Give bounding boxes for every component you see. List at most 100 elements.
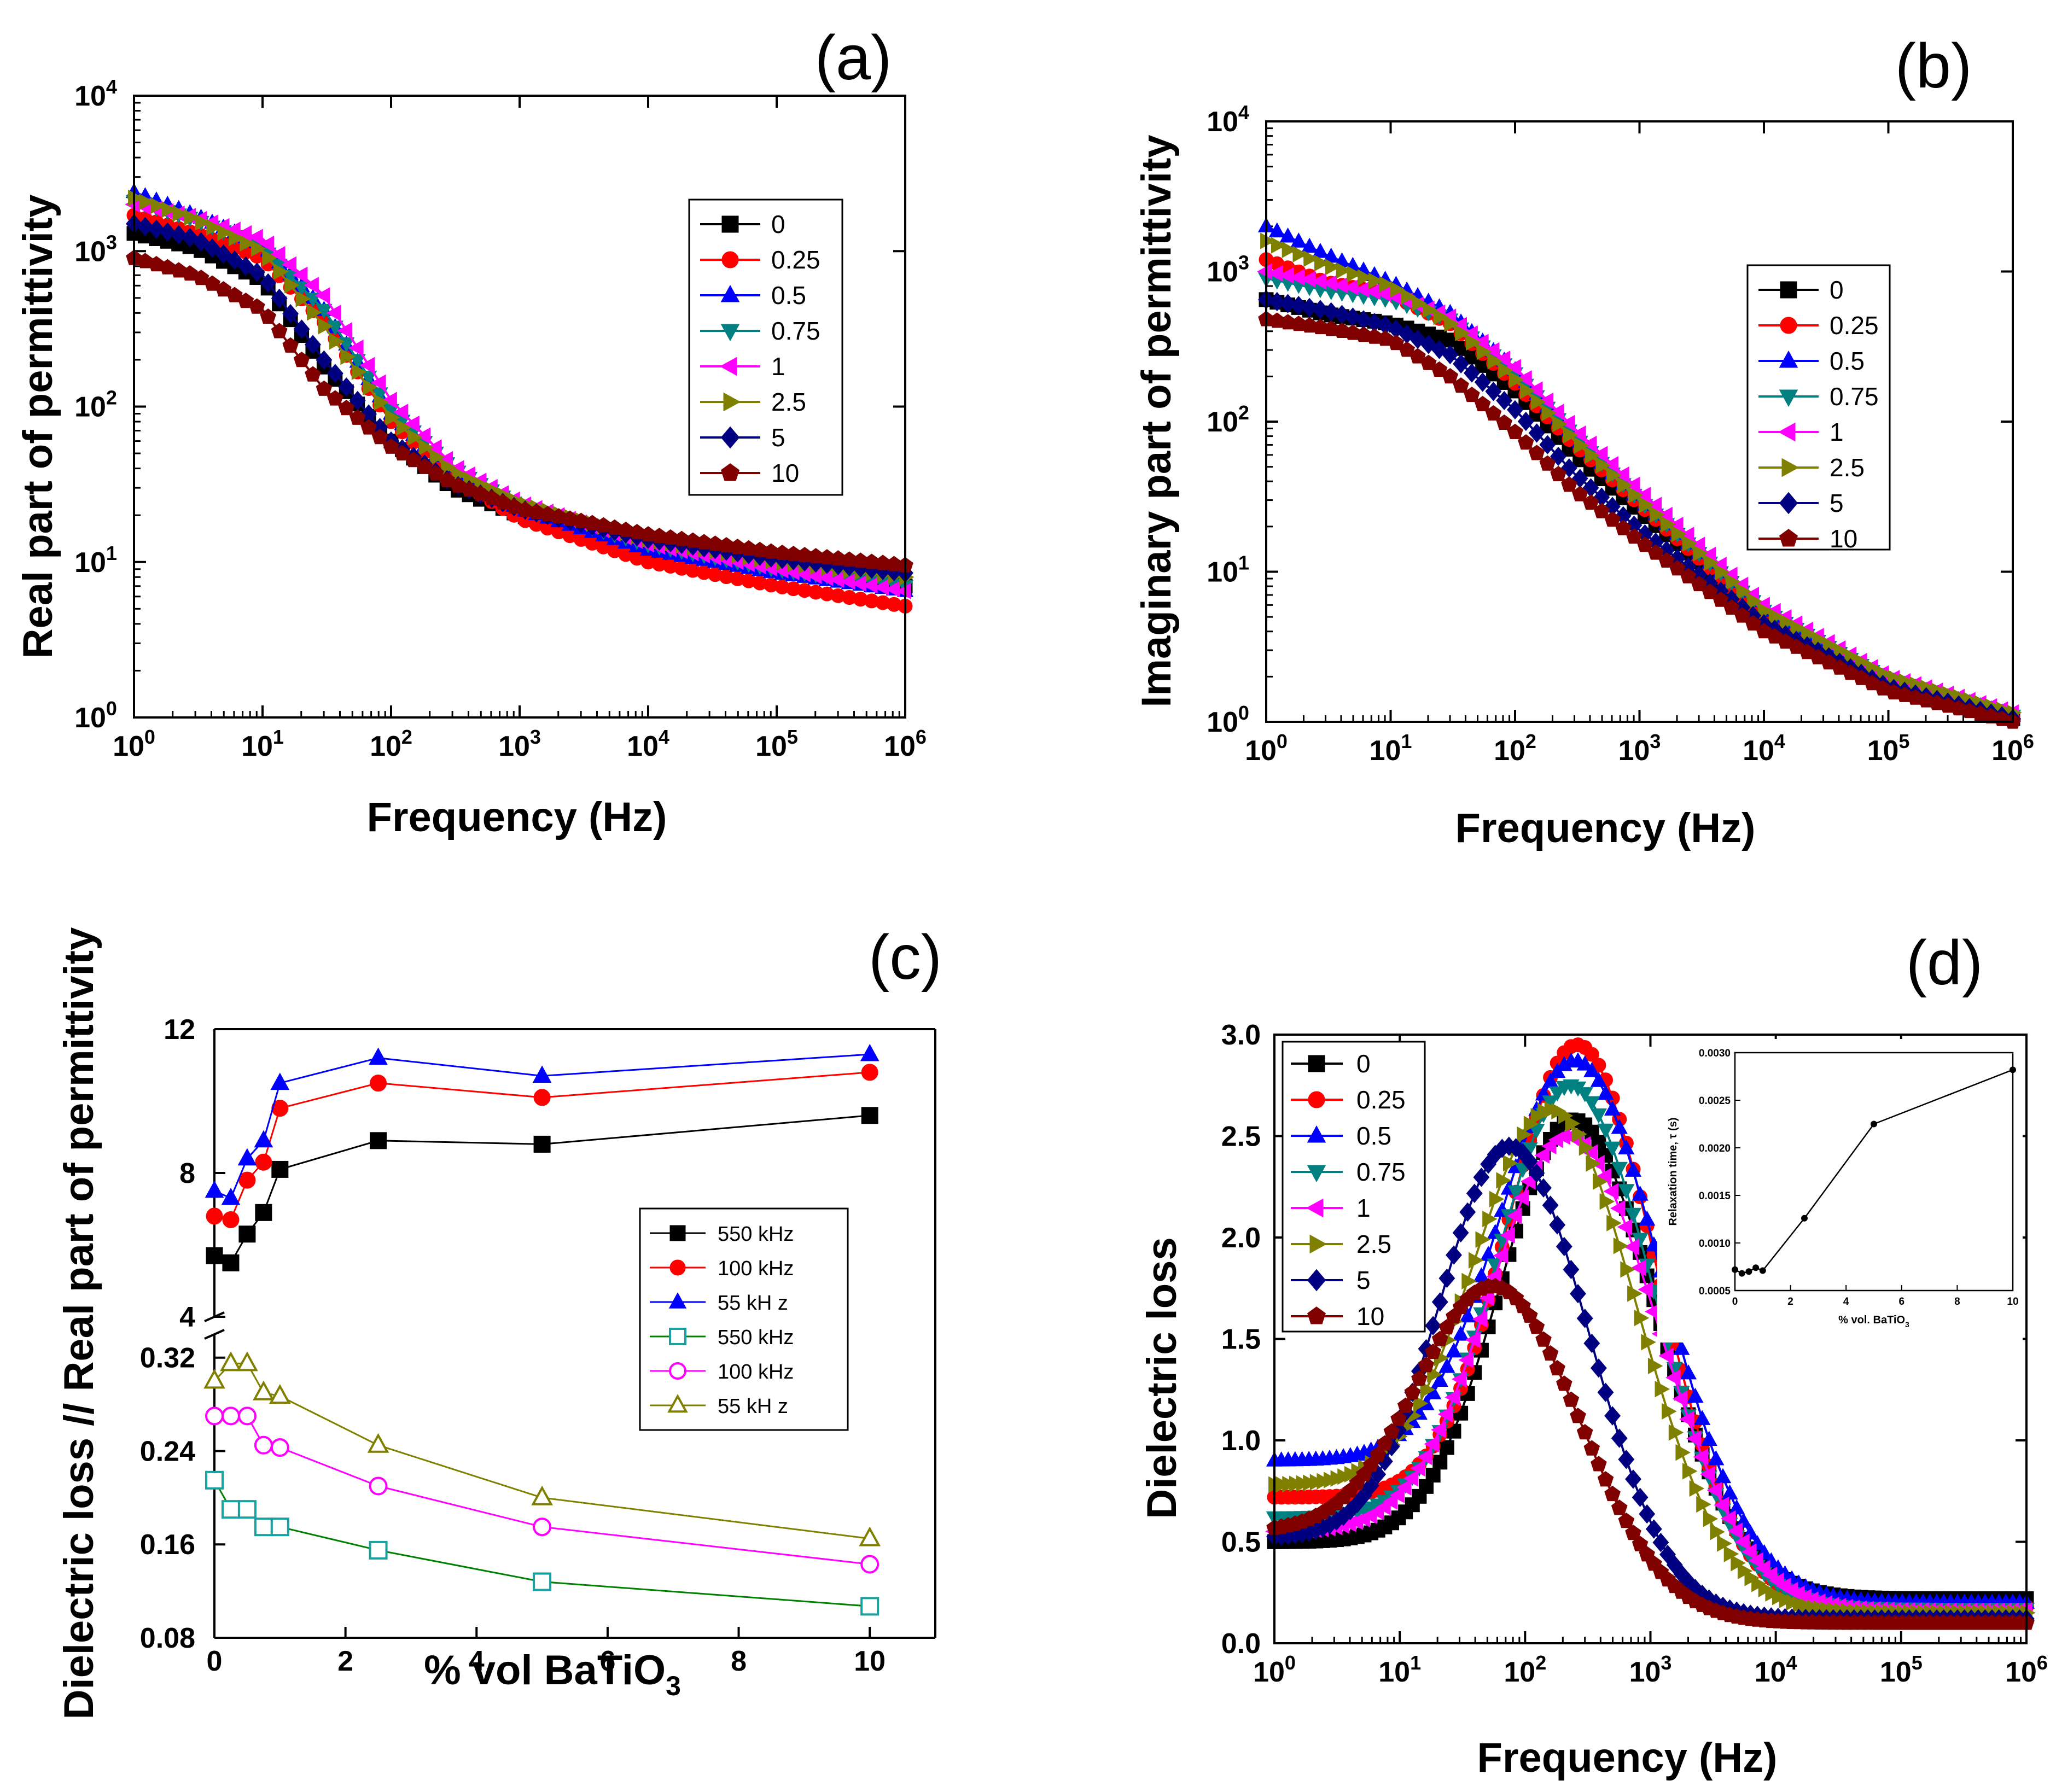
panel-c-data-point	[533, 1089, 551, 1106]
panel-a-xtick-label: 104	[627, 726, 669, 762]
panel-a-data-point	[305, 366, 321, 382]
panel-b-data-point	[1487, 353, 1503, 370]
panel-b-data-point	[1466, 334, 1481, 351]
panel-a-data-point	[128, 189, 143, 207]
panel-a-data-point	[270, 246, 286, 263]
panel-d-data-point	[1535, 1331, 1552, 1347]
panel-b-data-point	[1647, 544, 1664, 560]
panel-b-data-point	[1650, 506, 1665, 523]
panel-d-data-point	[1377, 1435, 1393, 1451]
panel-d-data-point	[1720, 1510, 1736, 1527]
panel-a-data-point	[407, 429, 423, 446]
panel-a-data-point	[248, 262, 265, 282]
panel-c-data-point	[237, 1406, 257, 1426]
panel-a-data-point	[215, 244, 232, 264]
panel-a-data-point	[204, 238, 220, 258]
panel-b-data-point	[1603, 456, 1618, 473]
panel-c-xlabel-sub: 3	[666, 1671, 681, 1701]
panel-d-xlabel: Frequency (Hz)	[1477, 1735, 1778, 1781]
panel-c-data-point	[271, 1160, 289, 1178]
panel-d-data-point	[1500, 1227, 1515, 1244]
panel-a-data-point	[293, 352, 310, 367]
panel-c-data-point	[369, 1476, 388, 1496]
panel-c-data-point	[370, 1132, 387, 1149]
panel-b-data-point	[1379, 276, 1395, 293]
panel-b-data-point	[1725, 573, 1741, 591]
panel-d-data-point	[1438, 1358, 1455, 1373]
panel-b-data-point	[1496, 414, 1512, 430]
panel-a-legend-label: 0.25	[771, 246, 820, 274]
panel-b-data-point	[1463, 363, 1480, 383]
panel-b-xtick-label: 103	[1618, 730, 1661, 767]
panel-a-data-point	[184, 209, 199, 226]
panel-a-data-point	[327, 320, 343, 336]
panel-d-data-point	[1389, 1486, 1405, 1503]
panel-b-data-point	[1560, 415, 1575, 431]
panel-b-xtick-label: 101	[1370, 730, 1412, 767]
panel-b-data-point	[1550, 446, 1567, 466]
panel-d-data-point	[1603, 1183, 1618, 1200]
panel-b-legend-label: 10	[1830, 524, 1857, 553]
panel-b-data-point	[1388, 335, 1405, 351]
panel-d-data-point	[1611, 1499, 1628, 1515]
panel-c-legend-box	[639, 1207, 849, 1431]
panel-d-legend-marker	[1307, 1165, 1326, 1183]
panel-d-data-point	[1468, 1252, 1484, 1269]
panel-d-xtick-label: 100	[1253, 1651, 1296, 1688]
panel-b-data-point	[1539, 455, 1556, 471]
panel-c-legend-label: 550 kHz	[718, 1223, 794, 1246]
panel-c-legend-label: 550 kHz	[718, 1326, 794, 1349]
panel-d-inset-xtick-label: 4	[1843, 1296, 1849, 1307]
panel-d-data-point	[1583, 1333, 1600, 1353]
panel-d-data-point	[1413, 1395, 1429, 1412]
panel-c-data-point	[533, 1517, 552, 1537]
panel-d-inset-data-point	[1871, 1120, 1877, 1128]
panel-b-data-point	[1444, 315, 1459, 332]
panel-a-data-point	[262, 249, 277, 266]
panel-b-data-point	[1713, 591, 1729, 607]
panel-a-xtick-label: 101	[241, 726, 284, 762]
panel-d-data-point	[1579, 1139, 1594, 1156]
panel-b-data-point	[1290, 232, 1307, 248]
panel-b-data-point	[1271, 237, 1286, 254]
panel-d-data-point	[1507, 1185, 1524, 1201]
panel-b-data-point	[1693, 545, 1708, 562]
panel-b-data-point	[1779, 614, 1795, 631]
panel-a-data-point	[259, 235, 275, 253]
panel-d-data-point	[1489, 1190, 1505, 1207]
panel-b-legend-label: 1	[1830, 418, 1844, 446]
panel-c-data-point	[859, 1526, 881, 1546]
panel-b-data-point	[1485, 405, 1502, 421]
panel-d-xtick-label: 104	[1755, 1651, 1797, 1688]
panel-a-data-point	[374, 394, 389, 411]
panel-a-legend: 0 0.25 0.5 0.75 1 2.5 5 10	[688, 199, 843, 496]
panel-d-data-point	[1721, 1484, 1738, 1500]
panel-d-data-point	[1630, 1259, 1646, 1276]
panel-d-data-point	[1439, 1440, 1454, 1455]
panel-d-inset-data-point	[1752, 1264, 1760, 1271]
panel-a-data-point	[327, 390, 343, 406]
panel-d-frame	[1273, 1034, 2028, 1644]
panel-b-data-point	[1390, 281, 1406, 298]
panel-c-data-point	[369, 1047, 388, 1065]
panel-a-data-point	[248, 229, 263, 246]
panel-a-data-point	[338, 377, 355, 397]
panel-c-series-lower-55 kH z	[203, 1351, 881, 1546]
panel-d-inset-xtick-label: 0	[1732, 1296, 1738, 1307]
panel-d-data-point	[1583, 1062, 1600, 1077]
panel-d-ytick-label: 1.0	[1221, 1425, 1261, 1457]
panel-b-ytick-label: 102	[1207, 401, 1249, 438]
panel-d-data-point	[1632, 1536, 1649, 1551]
panel-b-data-point	[1268, 291, 1285, 312]
panel-a-data-point	[573, 512, 590, 528]
panel-b-legend-marker	[1780, 281, 1797, 299]
panel-d-data-point	[1700, 1431, 1717, 1446]
panel-d-data-point	[1535, 1178, 1552, 1198]
panel-b-data-point	[1592, 446, 1608, 463]
panel-b-xlabel: Frequency (Hz)	[1455, 805, 1756, 851]
panel-a-data-point	[161, 201, 177, 218]
panel-a-data-point	[628, 523, 645, 540]
panel-c-ytick-label-lower: 0.32	[140, 1342, 195, 1374]
panel-a-data-point	[394, 445, 411, 461]
panel-b-data-point	[1571, 486, 1588, 501]
